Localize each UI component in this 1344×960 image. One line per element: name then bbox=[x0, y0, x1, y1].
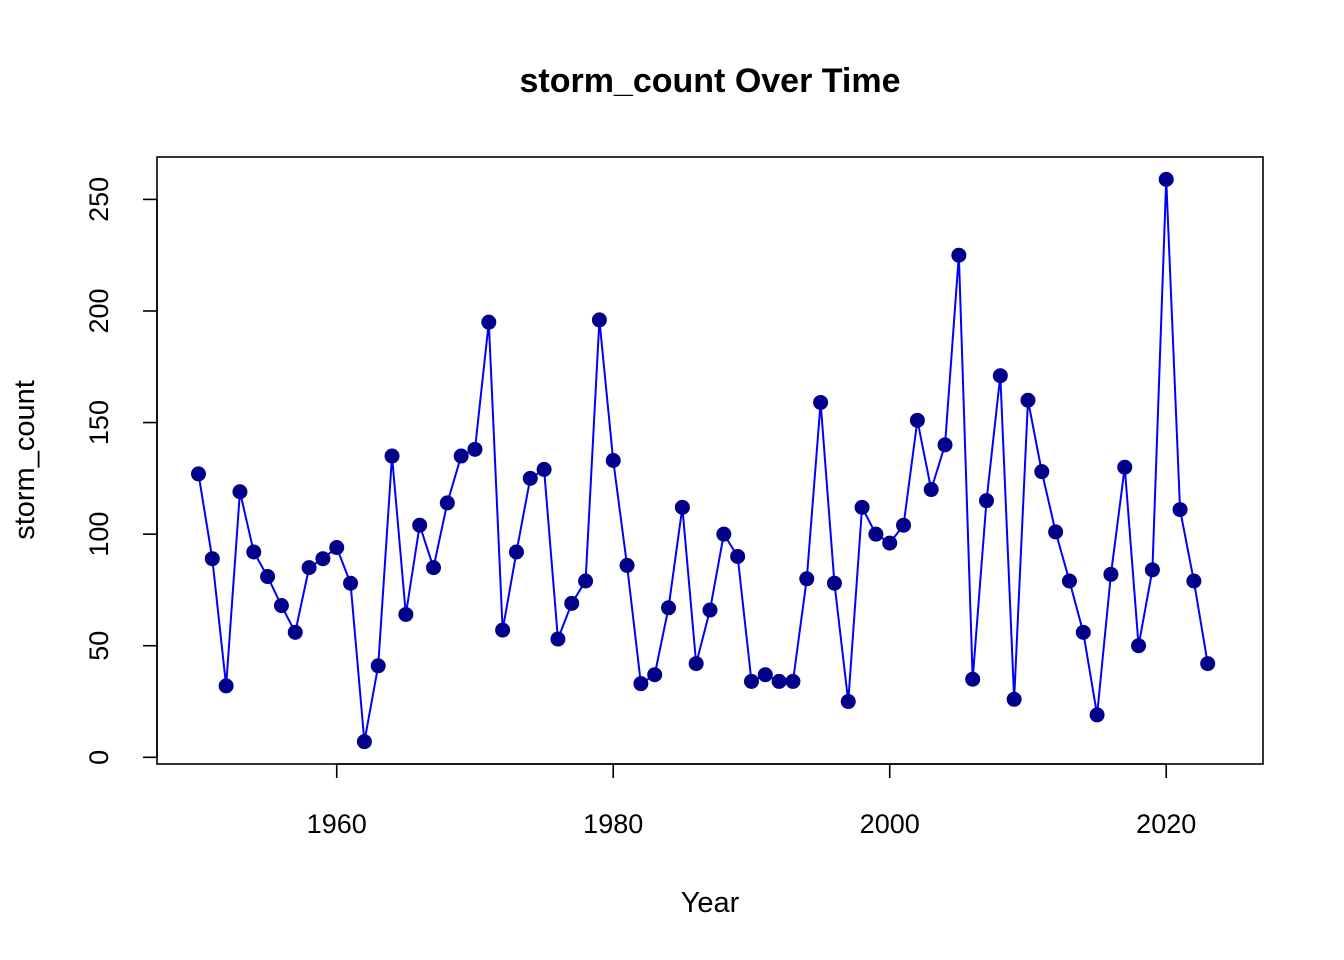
data-point bbox=[633, 676, 649, 692]
y-tick-label: 0 bbox=[84, 750, 114, 765]
data-point bbox=[495, 622, 511, 638]
y-tick-label: 50 bbox=[84, 631, 114, 661]
data-point bbox=[1186, 573, 1202, 589]
data-point bbox=[1020, 392, 1036, 408]
data-point bbox=[1034, 464, 1050, 480]
data-point bbox=[218, 678, 234, 694]
data-point bbox=[757, 667, 773, 683]
data-point bbox=[702, 602, 718, 618]
y-tick-label: 250 bbox=[84, 177, 114, 222]
y-tick-label: 150 bbox=[84, 400, 114, 445]
plot-frame bbox=[156, 156, 1264, 765]
data-point bbox=[591, 312, 607, 328]
data-point bbox=[965, 671, 981, 687]
x-axis-label: Year bbox=[681, 887, 740, 919]
series-storm-count bbox=[190, 171, 1216, 750]
data-point bbox=[232, 484, 248, 500]
data-point bbox=[204, 551, 220, 567]
y-tick-label: 200 bbox=[84, 288, 114, 333]
data-point bbox=[1200, 656, 1216, 672]
data-point bbox=[992, 368, 1008, 384]
data-point bbox=[578, 573, 594, 589]
data-point bbox=[453, 448, 469, 464]
y-axis-label: storm_count bbox=[9, 380, 41, 540]
data-point bbox=[1103, 566, 1119, 582]
data-point bbox=[329, 540, 345, 556]
series-line bbox=[197, 179, 1209, 742]
data-point bbox=[481, 314, 497, 330]
data-point bbox=[882, 535, 898, 551]
data-point bbox=[1089, 707, 1105, 723]
data-point bbox=[439, 495, 455, 511]
data-point bbox=[813, 394, 829, 410]
data-point bbox=[301, 560, 317, 576]
data-point bbox=[771, 673, 787, 689]
data-point bbox=[605, 453, 621, 468]
x-axis: 1960 1980 2000 2020 bbox=[307, 763, 1196, 839]
data-point bbox=[536, 461, 552, 477]
data-point bbox=[730, 548, 746, 564]
data-point bbox=[522, 470, 538, 486]
data-point bbox=[398, 606, 414, 622]
data-point bbox=[356, 734, 372, 750]
y-axis: 0 50 100 150 200 250 bbox=[84, 177, 158, 765]
data-point bbox=[1048, 524, 1064, 540]
data-point bbox=[508, 544, 524, 560]
data-point bbox=[785, 673, 801, 689]
data-point bbox=[979, 493, 994, 509]
y-tick-label: 100 bbox=[84, 512, 114, 557]
data-point bbox=[467, 441, 483, 457]
data-point bbox=[854, 499, 870, 515]
data-point bbox=[1144, 562, 1160, 578]
data-point bbox=[896, 517, 912, 533]
data-point bbox=[260, 569, 276, 585]
data-point bbox=[1075, 624, 1091, 640]
data-point bbox=[674, 499, 690, 515]
data-point bbox=[909, 412, 925, 428]
data-point bbox=[412, 517, 428, 533]
data-point bbox=[1117, 459, 1133, 475]
data-point bbox=[799, 571, 815, 587]
data-point bbox=[743, 673, 759, 689]
x-tick-label: 2020 bbox=[1136, 809, 1196, 839]
data-point bbox=[1172, 502, 1188, 518]
data-point bbox=[619, 557, 635, 573]
data-point bbox=[343, 575, 359, 591]
data-point bbox=[937, 437, 953, 453]
data-point bbox=[273, 598, 289, 614]
data-point bbox=[951, 247, 967, 263]
data-point bbox=[868, 526, 884, 542]
data-point bbox=[287, 624, 303, 640]
x-tick-label: 2000 bbox=[860, 809, 920, 839]
data-point bbox=[190, 466, 206, 482]
data-point bbox=[550, 631, 566, 647]
data-point bbox=[384, 448, 400, 464]
data-point bbox=[1061, 573, 1077, 589]
data-point bbox=[923, 482, 939, 498]
x-tick-label: 1980 bbox=[583, 809, 643, 839]
data-point bbox=[716, 526, 732, 542]
x-tick-label: 1960 bbox=[307, 809, 367, 839]
data-point bbox=[826, 575, 842, 591]
data-point bbox=[688, 656, 704, 672]
data-point bbox=[840, 694, 856, 710]
data-point bbox=[370, 658, 386, 674]
data-point bbox=[661, 600, 677, 616]
data-point bbox=[1158, 171, 1174, 187]
data-point bbox=[315, 551, 331, 567]
data-point bbox=[246, 544, 262, 560]
data-point bbox=[426, 560, 441, 576]
data-point bbox=[564, 595, 580, 611]
data-point bbox=[1131, 638, 1147, 654]
chart-title: storm_count Over Time bbox=[519, 62, 900, 100]
data-point bbox=[647, 667, 663, 683]
data-point bbox=[1006, 691, 1022, 707]
